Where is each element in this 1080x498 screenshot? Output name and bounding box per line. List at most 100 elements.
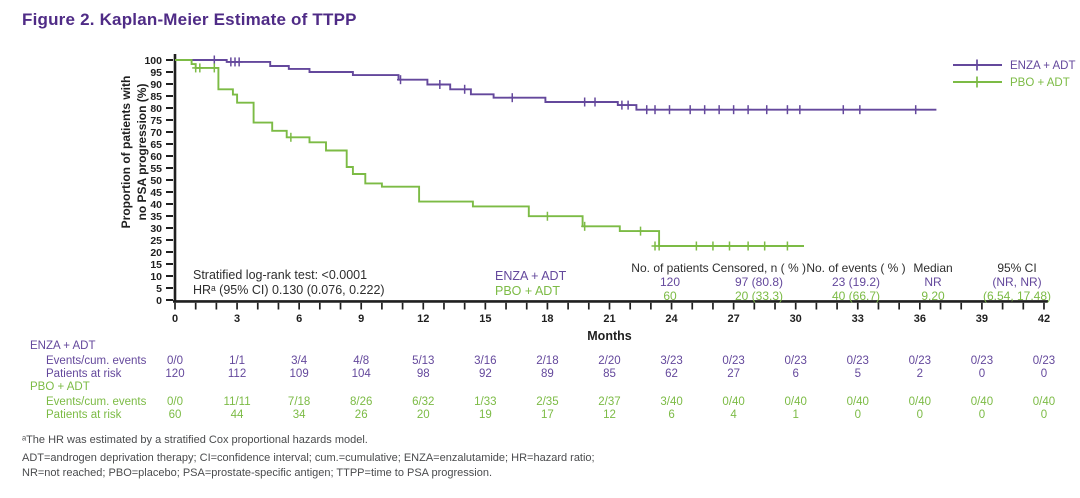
risk-cell: 0/23 — [846, 355, 869, 367]
summary-value: (NR, NR) — [992, 275, 1042, 289]
risk-cell: 0 — [978, 367, 986, 380]
y-tick-label: 5 — [156, 283, 162, 295]
summary-value: NR — [924, 275, 942, 289]
y-tick-label: 25 — [150, 235, 162, 247]
y-tick-label: 0 — [156, 295, 162, 307]
y-tick-label: 45 — [150, 187, 162, 199]
risk-row-label: Events/cum. events — [46, 355, 147, 367]
footnote-hr: ᵃThe HR was estimated by a stratified Co… — [22, 434, 368, 446]
y-tick-label: 95 — [150, 67, 162, 79]
enza-curve — [175, 59, 937, 111]
y-tick-label: 60 — [150, 151, 162, 163]
x-tick-label: 24 — [665, 313, 678, 325]
risk-cell: 85 — [603, 367, 616, 380]
x-tick-label: 42 — [1038, 313, 1050, 325]
risk-cell: 3/40 — [660, 396, 683, 408]
risk-cell: 34 — [292, 408, 306, 421]
x-tick-label: 21 — [603, 313, 615, 325]
risk-cell: 2/37 — [598, 396, 621, 408]
summary-header: Censored, n ( % ) — [711, 261, 807, 275]
risk-cell: 2/35 — [536, 396, 559, 408]
risk-cell: 3/23 — [660, 355, 683, 367]
risk-cell: 0 — [978, 408, 986, 421]
risk-cell: 109 — [289, 367, 309, 380]
y-tick-label: 75 — [150, 115, 162, 127]
risk-cell: 3/4 — [291, 355, 308, 367]
summary-header: No. of events ( % ) — [806, 261, 906, 275]
y-tick-label: 40 — [150, 199, 162, 211]
x-tick-label: 12 — [417, 313, 429, 325]
hr-text: HRᵃ (95% CI) 0.130 (0.076, 0.222) — [193, 283, 385, 297]
risk-cell: 0/23 — [1032, 355, 1056, 367]
summary-value: 60 — [663, 288, 677, 303]
risk-cell: 19 — [478, 408, 492, 421]
y-tick-label: 10 — [150, 271, 162, 283]
risk-cell: 6 — [668, 408, 675, 421]
risk-cell: 11/11 — [223, 396, 251, 408]
risk-cell: 0 — [854, 408, 861, 421]
footnote-abbrev-line1: ADT=androgen deprivation therapy; CI=con… — [22, 452, 595, 464]
y-tick-label: 80 — [150, 103, 162, 115]
x-tick-label: 36 — [914, 313, 926, 325]
risk-cell: 17 — [541, 408, 554, 421]
x-tick-label: 27 — [728, 313, 740, 325]
footnote-abbrev-line2: NR=not reached; PBO=placebo; PSA=prostat… — [22, 467, 492, 479]
risk-cell: 1/33 — [474, 396, 497, 408]
summary-header: No. of patients — [631, 261, 709, 275]
y-tick-label: 30 — [150, 223, 162, 235]
risk-cell: 20 — [416, 408, 430, 421]
risk-cell: 26 — [354, 408, 368, 421]
risk-cell: 89 — [541, 367, 554, 380]
x-tick-label: 0 — [172, 313, 178, 325]
risk-cell: 0/40 — [784, 396, 807, 408]
y-tick-label: 85 — [150, 91, 162, 103]
risk-cell: 7/18 — [287, 396, 311, 408]
x-tick-label: 15 — [479, 313, 491, 325]
risk-cell: 0/0 — [167, 355, 183, 367]
summary-value: 23 (19.2) — [831, 275, 881, 289]
risk-cell: 5/13 — [412, 355, 435, 367]
risk-cell: 0/0 — [167, 396, 183, 408]
y-tick-label: 50 — [150, 175, 162, 187]
risk-cell: 0 — [1040, 408, 1048, 421]
risk-row-label: Events/cum. events — [46, 396, 147, 408]
y-tick-label: 55 — [150, 163, 162, 175]
risk-cell: 0/40 — [846, 396, 869, 408]
inplot-label-pbo: PBO + ADT — [495, 284, 560, 298]
logrank-text: Stratified log-rank test: <0.0001 — [193, 268, 368, 282]
x-tick-label: 39 — [976, 313, 988, 325]
risk-cell: 0/23 — [722, 355, 745, 367]
y-tick-label: 20 — [150, 247, 162, 259]
summary-value: 120 — [659, 275, 681, 289]
risk-cell: 2 — [916, 367, 924, 380]
legend-label-pbo: PBO + ADT — [1010, 77, 1070, 89]
summary-value: 40 (66.7) — [831, 288, 881, 303]
risk-row-label: Patients at risk — [46, 367, 122, 380]
y-axis-title-line2: no PSA progression (%) — [135, 84, 149, 221]
x-tick-label: 9 — [358, 313, 364, 325]
risk-cell: 112 — [227, 367, 247, 380]
risk-cell: 2/20 — [598, 355, 621, 367]
risk-cell: 98 — [416, 367, 430, 380]
risk-cell: 1/1 — [229, 355, 246, 367]
risk-cell: 1 — [792, 408, 799, 421]
pbo-curve — [175, 59, 804, 247]
risk-cell: 5 — [854, 367, 861, 380]
risk-cell: 0 — [916, 408, 924, 421]
risk-group-name: ENZA + ADT — [30, 340, 96, 352]
inplot-label-enza: ENZA + ADT — [495, 269, 567, 283]
risk-cell: 0/40 — [908, 396, 932, 408]
risk-cell: 0/40 — [970, 396, 994, 408]
risk-cell: 6 — [792, 367, 799, 380]
y-tick-label: 35 — [150, 211, 162, 223]
km-plot: 0510152025303540455055606570758085909510… — [119, 54, 1076, 343]
y-tick-label: 90 — [150, 79, 162, 91]
stats-block: Stratified log-rank test: <0.0001 HRᵃ (9… — [193, 268, 385, 298]
risk-cell: 4/8 — [353, 355, 370, 367]
risk-cell: 12 — [603, 408, 616, 421]
risk-cell: 6/32 — [412, 396, 435, 408]
x-tick-label: 33 — [852, 313, 864, 325]
x-tick-label: 3 — [234, 313, 240, 325]
risk-group-name: PBO + ADT — [30, 381, 90, 393]
